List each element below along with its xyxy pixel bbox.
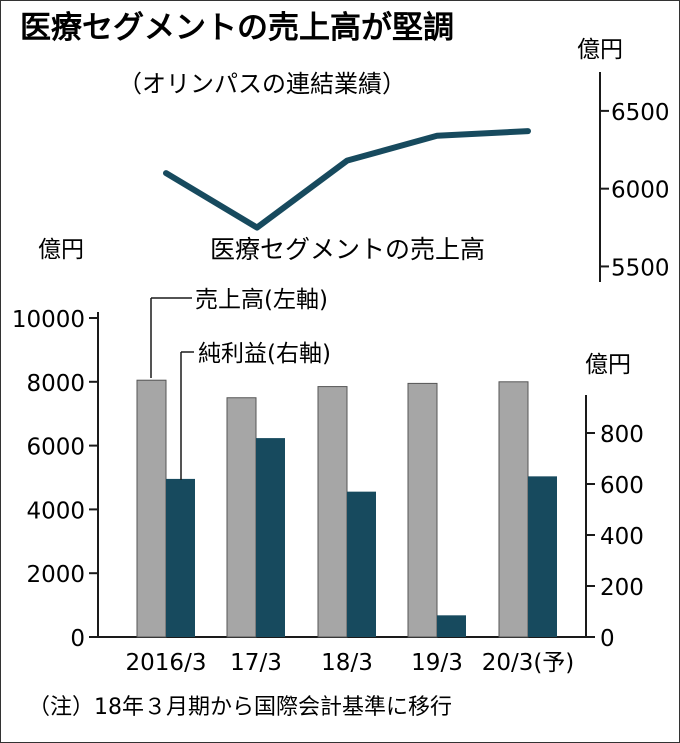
bar-left-tick-label: 4000 [26,498,85,524]
bar-left-tick-label: 8000 [26,371,85,397]
bar-sales [407,382,438,638]
bar-net-profit [256,438,285,637]
line-y-tick-label: 6000 [611,178,670,204]
bar-x-label: 19/3 [411,650,463,676]
line-y-tick-label: 6500 [611,100,670,126]
bar-right-tick-label: 0 [600,626,615,652]
footnote: （注）18年３月期から国際会計基準に移行 [28,695,452,720]
bar-right-tick-label: 200 [600,575,644,601]
bar-x-label: 17/3 [230,650,282,676]
bar-net-profit [347,491,376,637]
bar-left-tick-label: 0 [70,626,85,652]
line-y-tick-label: 5500 [611,255,670,281]
bar-net-profit [166,478,195,637]
bar-chart: 億円 億円 0 2000 4000 6000 8000 10000 0 200 400 600 8… [12,237,644,676]
bar-x-label: 2016/3 [126,650,207,676]
chart-subtitle: （オリンパスの連結業績） [118,70,406,98]
bar-net-profit [437,615,466,637]
bar-sales [226,397,257,638]
bar-right-tick-label: 600 [600,473,644,499]
bar-right-tick-label: 800 [600,422,644,448]
bar-right-axis-unit: 億円 [585,352,631,378]
bar-net-profit [528,476,557,637]
bar-sales [317,386,348,638]
bar-left-axis-unit: 億円 [38,237,84,263]
bar-sales [136,379,167,638]
line-chart: 億円 5500 6000 6500 医療セグメントの売上高 [163,37,670,282]
bar-left-tick-label: 10000 [12,307,85,333]
bar-left-tick-label: 2000 [26,562,85,588]
bar-right-tick-label: 400 [600,524,644,550]
bar-left-tick-label: 6000 [26,435,85,461]
line-series-sales [163,128,531,231]
chart-title: 医療セグメントの売上高が堅調 [20,10,454,46]
legend-profit-label: 純利益(右軸) [198,341,331,367]
bar-sales [498,381,529,638]
bar-x-label: 20/3(予) [482,650,575,676]
line-axis-unit: 億円 [577,37,623,63]
line-chart-label: 医療セグメントの売上高 [210,235,485,264]
legend-sales-label: 売上高(左軸) [195,287,328,313]
bar-x-label: 18/3 [321,650,373,676]
